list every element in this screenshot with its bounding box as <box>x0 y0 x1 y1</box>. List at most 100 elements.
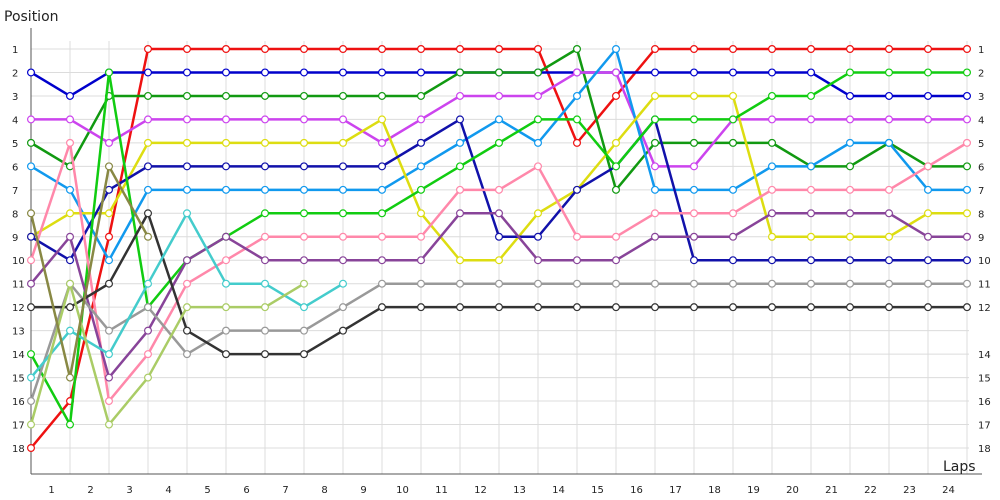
x-tick-label: 7 <box>282 485 288 496</box>
data-point <box>339 91 348 100</box>
data-point <box>222 303 231 312</box>
data-point <box>806 256 815 265</box>
data-point <box>495 232 504 241</box>
data-point <box>533 162 542 171</box>
data-point <box>378 232 387 241</box>
data-point <box>884 115 893 124</box>
y-tick-label-right: 17 <box>978 421 991 432</box>
data-point <box>923 115 932 124</box>
data-point <box>533 138 542 147</box>
data-point <box>767 256 776 265</box>
data-point <box>300 115 309 124</box>
x-tick-label: 20 <box>786 485 799 496</box>
data-point <box>495 68 504 77</box>
data-point <box>572 279 581 288</box>
data-point <box>650 279 659 288</box>
series-12 <box>27 209 971 359</box>
data-point <box>261 138 270 147</box>
data-point <box>261 209 270 218</box>
data-point <box>611 279 620 288</box>
data-point <box>495 138 504 147</box>
data-point <box>845 256 854 265</box>
data-point <box>728 232 737 241</box>
data-point <box>572 256 581 265</box>
y-tick-label-left: 1 <box>12 45 18 56</box>
data-point <box>339 279 348 288</box>
data-point <box>533 209 542 218</box>
data-point <box>144 68 153 77</box>
x-tick-label: 1 <box>48 485 54 496</box>
data-point <box>767 303 776 312</box>
data-point <box>339 138 348 147</box>
x-tick-label: 15 <box>591 485 604 496</box>
data-point <box>261 162 270 171</box>
data-point <box>611 303 620 312</box>
data-point <box>144 185 153 194</box>
data-point <box>65 303 74 312</box>
y-tick-label-right: 1 <box>978 45 984 56</box>
data-point <box>378 91 387 100</box>
data-point <box>884 303 893 312</box>
data-point <box>806 91 815 100</box>
data-point <box>767 279 776 288</box>
y-tick-label-right: 4 <box>978 115 984 126</box>
data-point <box>27 443 36 452</box>
data-point <box>689 44 698 53</box>
x-axis-title: Laps <box>943 459 976 475</box>
data-point <box>222 162 231 171</box>
data-point <box>183 326 192 335</box>
data-point <box>27 115 36 124</box>
data-point <box>728 138 737 147</box>
y-tick-label-right: 9 <box>978 233 984 244</box>
data-point <box>144 232 153 241</box>
data-point <box>261 279 270 288</box>
data-point <box>806 303 815 312</box>
data-point <box>533 232 542 241</box>
y-tick-label-right: 16 <box>978 397 991 408</box>
data-point <box>923 44 932 53</box>
data-point <box>495 115 504 124</box>
data-point <box>104 185 113 194</box>
data-point <box>689 209 698 218</box>
data-point <box>728 68 737 77</box>
data-point <box>222 185 231 194</box>
data-point <box>728 44 737 53</box>
data-point <box>650 232 659 241</box>
y-tick-label-right: 11 <box>978 280 991 291</box>
data-point <box>144 44 153 53</box>
data-point <box>27 303 36 312</box>
data-point <box>27 138 36 147</box>
data-point <box>845 303 854 312</box>
data-point <box>495 256 504 265</box>
data-point <box>183 209 192 218</box>
data-point <box>339 326 348 335</box>
data-point <box>27 256 36 265</box>
data-point <box>300 279 309 288</box>
data-point <box>650 185 659 194</box>
data-point <box>144 303 153 312</box>
data-point <box>144 162 153 171</box>
data-point <box>962 162 971 171</box>
data-point <box>144 209 153 218</box>
data-point <box>417 162 426 171</box>
data-point <box>884 185 893 194</box>
x-tick-label: 2 <box>87 485 93 496</box>
data-point <box>728 279 737 288</box>
data-point <box>65 326 74 335</box>
y-tick-label-right: 12 <box>978 303 991 314</box>
series-13 <box>27 209 348 382</box>
data-point <box>300 185 309 194</box>
data-point <box>339 162 348 171</box>
data-point <box>611 138 620 147</box>
data-point <box>611 162 620 171</box>
data-point <box>339 303 348 312</box>
data-point <box>533 303 542 312</box>
data-point <box>27 420 36 429</box>
data-point <box>806 279 815 288</box>
data-point <box>300 209 309 218</box>
data-point <box>728 303 737 312</box>
series-9 <box>27 138 971 406</box>
data-point <box>261 350 270 359</box>
data-point <box>767 115 776 124</box>
data-point <box>884 256 893 265</box>
